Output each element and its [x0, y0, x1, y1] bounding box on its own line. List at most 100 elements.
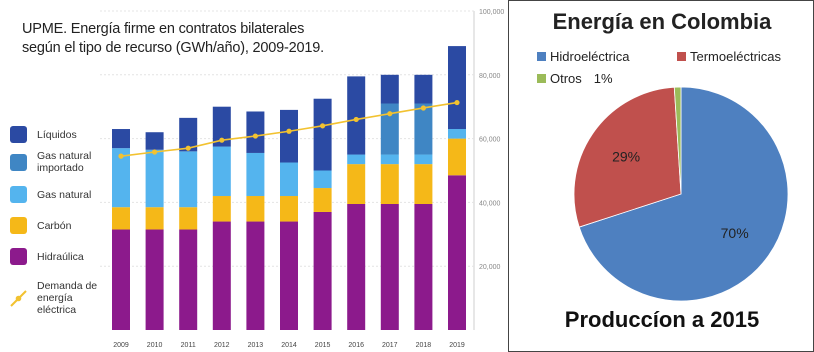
demand-point — [286, 128, 292, 134]
bar-segment — [380, 74, 399, 104]
demand-point — [252, 133, 258, 139]
y-tick-label: 40,000 — [479, 200, 501, 207]
bar-segment — [313, 170, 332, 189]
demand-point — [118, 153, 124, 159]
pie-data-label: 29% — [612, 149, 640, 165]
pie-legend-termoelectricas: Termoeléctricas — [677, 49, 781, 64]
legend-swatch-demanda — [10, 290, 27, 307]
legend-label-gas-importado: Gas natural importado — [37, 150, 92, 174]
demand-point — [219, 137, 225, 143]
legend-gas-importado: Gas natural importado — [10, 150, 111, 174]
left-chart-title-line1: UPME. Energía firme en contratos bilater… — [22, 21, 305, 37]
bar-segment — [280, 196, 298, 222]
bar-segment — [212, 146, 231, 197]
bar-segment — [414, 154, 433, 165]
bar-segment — [280, 109, 298, 163]
legend-label-demanda: Demanda de energía eléctrica — [37, 280, 98, 316]
bar-segment — [347, 76, 366, 155]
right-chart-panel: Energía en Colombia Hidroeléctrica Termo… — [508, 0, 814, 352]
bar-segment — [313, 188, 332, 212]
bar-segment — [448, 129, 466, 139]
legend-demanda: Demanda de energía eléctrica — [10, 280, 111, 316]
bar-segment — [380, 103, 399, 155]
bar-segment — [112, 229, 130, 330]
y-tick-label: 100,000 — [479, 9, 504, 16]
pie-legend-swatch-termoelectricas — [677, 52, 686, 61]
x-tick-label: 2010 — [147, 342, 163, 349]
pie-slice — [573, 86, 682, 228]
legend-label-hidraulica: Hidraúlica — [37, 250, 84, 263]
bar-segment — [246, 221, 265, 330]
y-tick-label: 60,000 — [479, 137, 501, 144]
bar-segment — [145, 132, 164, 150]
bar-segment — [313, 211, 332, 330]
bar-segment — [380, 154, 399, 165]
bar-segment — [179, 151, 198, 208]
legend-swatch-carbon — [10, 217, 27, 234]
x-tick-label: 2015 — [315, 342, 331, 349]
legend-carbon: Carbón — [10, 217, 111, 234]
bar-segment — [145, 207, 164, 230]
pie-legend-label-otros: Otros — [550, 71, 582, 86]
bar-segment — [179, 207, 198, 230]
bar-segment — [179, 229, 198, 330]
bar-segment — [212, 221, 231, 330]
demand-point — [152, 149, 158, 155]
pie-data-label: 70% — [721, 225, 749, 241]
bar-segment — [414, 164, 433, 204]
pie-legend-label-hidroelectrica: Hidroeléctrica — [550, 49, 630, 64]
x-tick-label: 2014 — [281, 342, 297, 349]
bar-segment — [448, 175, 466, 330]
bar-segment — [246, 196, 265, 222]
left-chart-title-line2: según el tipo de recurso (GWh/año), 2009… — [22, 40, 324, 56]
bar-segment — [313, 98, 332, 171]
y-tick-label: 20,000 — [479, 264, 501, 271]
demand-line — [120, 101, 458, 157]
x-tick-label: 2012 — [214, 342, 230, 349]
left-chart-panel: UPME. Energía firme en contratos bilater… — [10, 9, 505, 349]
bar-segment — [414, 103, 433, 155]
demand-point — [420, 105, 426, 111]
bar-segment — [212, 196, 231, 222]
bar-segment — [145, 149, 164, 208]
pie-legend-label-termoelectricas: Termoeléctricas — [690, 49, 782, 64]
bar-segment — [246, 111, 265, 153]
pie-chart-caption: Produccíon a 2015 — [564, 307, 760, 332]
legend-gas-natural: Gas natural — [10, 186, 111, 203]
bar-segment — [246, 152, 265, 197]
bar-segment — [414, 74, 433, 104]
demand-point — [454, 99, 460, 106]
bar-segment — [112, 207, 130, 230]
bar-segment — [280, 162, 298, 197]
bar-segment — [414, 203, 433, 330]
bar-segment — [380, 203, 399, 330]
pie-chart-title: Energía en Colombia — [552, 9, 772, 34]
legend-swatch-hidraulica — [10, 248, 27, 265]
bar-segment — [280, 221, 298, 330]
pie-slice — [578, 86, 789, 302]
pie-legend-otros: Otros 1% — [537, 71, 613, 86]
bar-segment — [112, 148, 130, 208]
bar-segment — [112, 129, 130, 149]
x-tick-label: 2011 — [181, 342, 196, 349]
bar-segment — [347, 203, 366, 330]
bar-segment — [448, 138, 466, 176]
pie-slice — [673, 86, 682, 195]
pie-legend-value-otros: 1% — [593, 71, 613, 86]
y-tick-label: 80,000 — [479, 73, 501, 80]
demand-point — [353, 116, 359, 123]
bar-segment — [347, 164, 366, 204]
legend-swatch-liquidos — [10, 126, 27, 143]
legend-label-gas-natural: Gas natural — [37, 188, 92, 201]
pie-legend-swatch-hidroelectrica — [537, 52, 546, 61]
x-tick-label: 2009 — [113, 342, 129, 349]
bar-segment — [212, 106, 231, 147]
x-tick-label: 2016 — [348, 342, 364, 349]
legend-label-carbon: Carbón — [37, 219, 72, 232]
demand-point — [320, 123, 326, 129]
legend-swatch-gas-natural — [10, 186, 27, 203]
bar-segment — [380, 164, 399, 204]
legend-swatch-gas-importado — [10, 153, 27, 171]
pie-chart: 70% 29% — [573, 86, 789, 302]
bar-segment — [179, 117, 198, 152]
